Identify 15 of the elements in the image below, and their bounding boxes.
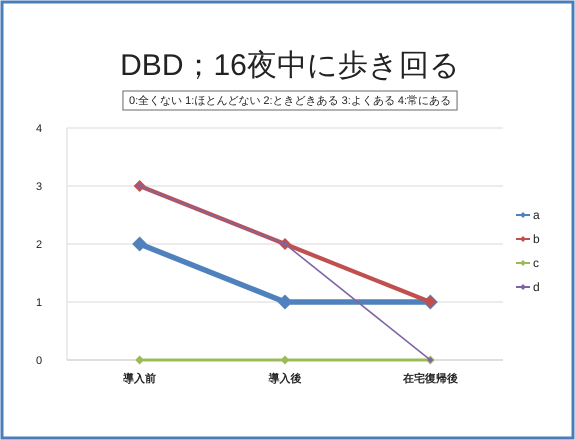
x-tick-label: 導入後 [268, 372, 302, 385]
y-tick-label: 1 [36, 297, 42, 309]
legend-label: b [533, 232, 540, 246]
y-tick-label: 0 [36, 355, 42, 367]
chart-title: DBD；16夜中に歩き回る [120, 49, 460, 82]
y-tick-label: 3 [36, 181, 42, 193]
chart-subtitle: 0:全くない 1:ほとんどない 2:ときどきある 3:よくある 4:常にある [128, 94, 452, 107]
legend-label: a [533, 208, 540, 222]
legend-label: c [533, 256, 539, 270]
y-tick-label: 4 [36, 123, 42, 135]
y-tick-label: 2 [36, 239, 42, 251]
x-tick-label: 在宅復帰後 [402, 372, 458, 385]
point [132, 236, 148, 252]
legend-label: d [533, 280, 540, 294]
x-tick-label: 導入前 [122, 372, 156, 385]
